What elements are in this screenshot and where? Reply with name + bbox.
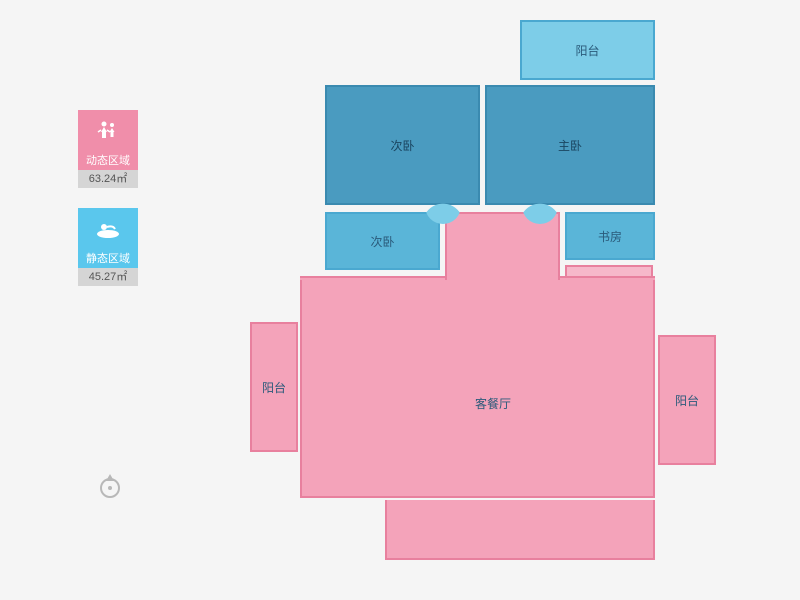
room-label: 次卧 (370, 233, 394, 250)
legend-dynamic-value: 63.24㎡ (78, 170, 138, 188)
legend-panel: 动态区域 63.24㎡ 静态区域 45.27㎡ (78, 110, 138, 306)
legend-dynamic-label: 动态区域 (78, 152, 138, 170)
room-label: 阳台 (675, 392, 699, 409)
room-label: 主卧 (558, 137, 582, 154)
room-label-living: 客餐厅 (475, 395, 511, 412)
legend-static: 静态区域 45.27㎡ (78, 208, 138, 286)
legend-dynamic-icon (78, 110, 138, 152)
room-study: 书房 (565, 212, 655, 260)
compass-icon (96, 472, 124, 500)
room-label: 次卧 (390, 137, 414, 154)
floorplan-canvas: 阳台 主卧 次卧 次卧 书房 卫生间 客餐厅 阳台 阳台 (240, 20, 750, 560)
room-balcony-top: 阳台 (520, 20, 655, 80)
room-master-bedroom: 主卧 (485, 85, 655, 205)
room-balcony-right: 阳台 (658, 335, 716, 465)
legend-dynamic: 动态区域 63.24㎡ (78, 110, 138, 188)
legend-static-value: 45.27㎡ (78, 268, 138, 286)
room-balcony-left: 阳台 (250, 322, 298, 452)
door-arc (522, 188, 558, 224)
legend-static-icon (78, 208, 138, 250)
room-label: 书房 (598, 228, 622, 245)
room-label: 阳台 (575, 42, 599, 59)
room-second-bedroom: 次卧 (325, 85, 480, 205)
legend-static-label: 静态区域 (78, 250, 138, 268)
door-arc (425, 188, 461, 224)
room-living-bottom (385, 500, 655, 560)
room-second-bedroom-2: 次卧 (325, 212, 440, 270)
room-label: 阳台 (262, 379, 286, 396)
